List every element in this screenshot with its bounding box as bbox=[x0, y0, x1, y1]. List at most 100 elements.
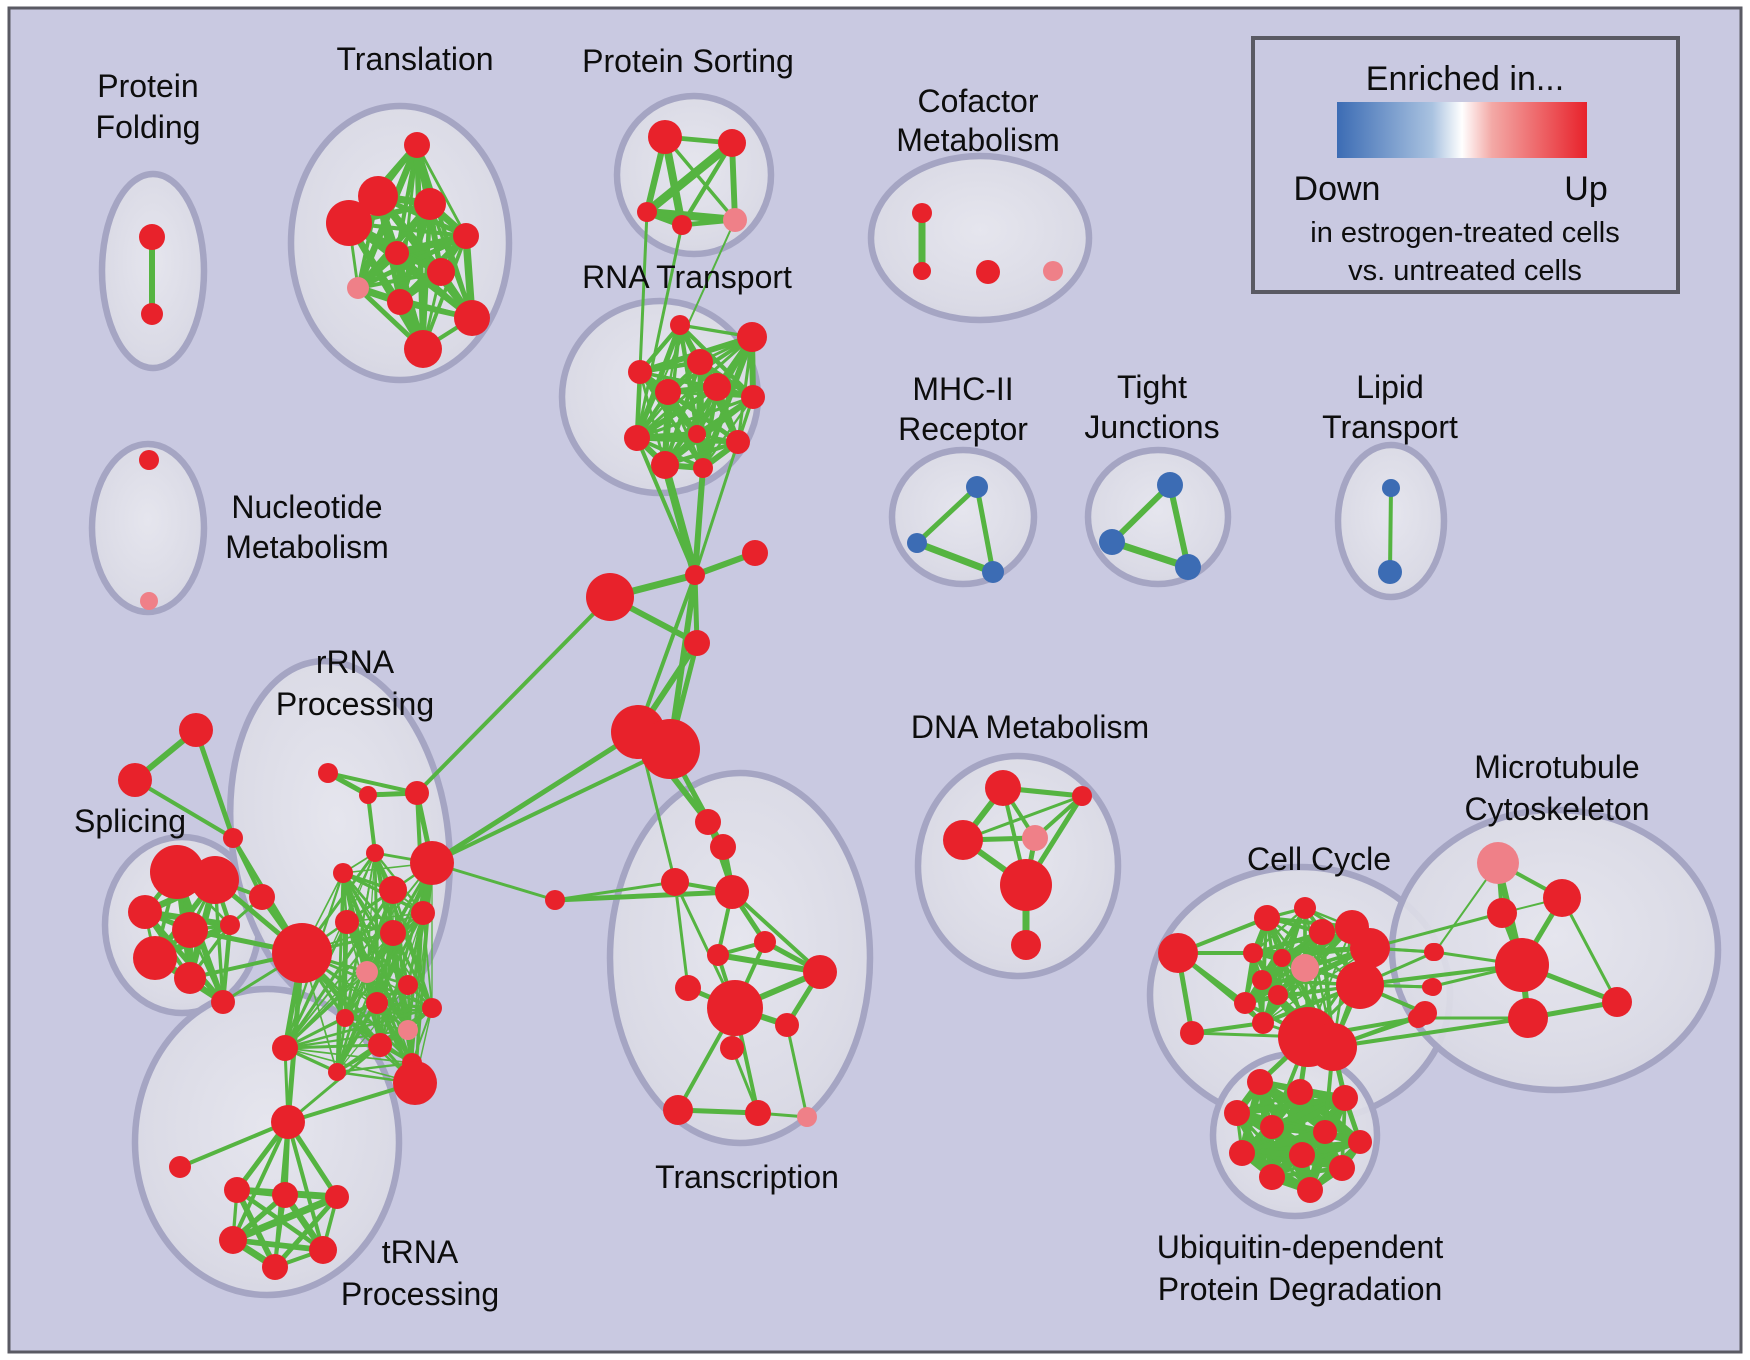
gene-set-node-translation bbox=[453, 223, 479, 249]
edge-rna_transport bbox=[699, 333, 756, 472]
gene-set-node-translation bbox=[404, 330, 442, 368]
gene-set-node-splicing bbox=[133, 936, 177, 980]
edge-rna_transport bbox=[634, 435, 741, 445]
gene-set-node-rna_transport bbox=[670, 315, 690, 335]
edge-rrna_processing bbox=[366, 793, 377, 855]
edge-rna_transport bbox=[701, 395, 755, 470]
cluster-label-splicing: Splicing bbox=[74, 803, 186, 839]
gene-set-node-transcription bbox=[675, 975, 701, 1001]
gene-set-node-mhc_ii_receptor bbox=[907, 533, 927, 553]
gene-set-node-dna_metabolism bbox=[1022, 825, 1048, 851]
gene-set-node-dna_metabolism bbox=[1011, 930, 1041, 960]
edge-protein_sorting-rna_transport bbox=[635, 223, 684, 440]
edge-connector_hub-transcription bbox=[552, 889, 735, 903]
gene-set-node-cell_cycle bbox=[1234, 992, 1256, 1014]
gene-set-node-rrna_processing bbox=[359, 786, 377, 804]
cluster-label-lipid_transport: Transport bbox=[1322, 409, 1458, 445]
legend-down-label: Down bbox=[1294, 170, 1381, 208]
gene-set-node-cell_cycle bbox=[1309, 1023, 1357, 1071]
gene-set-node-connector_hub bbox=[545, 890, 565, 910]
edge-rrna_processing bbox=[284, 862, 433, 1049]
gene-set-node-rna_transport bbox=[741, 385, 765, 409]
gene-set-node-rna_transport bbox=[726, 430, 750, 454]
cluster-label-microtubule_cytoskeleton: Cytoskeleton bbox=[1465, 791, 1650, 827]
edge-rrna_processing bbox=[284, 1047, 416, 1084]
edge-rrna_processing bbox=[283, 970, 369, 1050]
gene-set-node-ubiquitin_degradation bbox=[1332, 1085, 1358, 1111]
gene-set-node-transcription bbox=[661, 868, 689, 896]
edge-rna_transport-connector_hub bbox=[693, 440, 740, 577]
edge-cell_cycle bbox=[1262, 947, 1371, 1024]
edge-rrna_processing bbox=[344, 1017, 409, 1031]
cluster-label-tight_junctions: Tight bbox=[1117, 369, 1187, 405]
gene-set-node-protein_sorting bbox=[723, 208, 747, 232]
gene-set-node-dna_metabolism bbox=[1072, 786, 1092, 806]
gene-set-node-nucleotide_metabolism bbox=[140, 592, 158, 610]
gene-set-node-splicing bbox=[174, 962, 206, 994]
edge-cell_cycle-microtubule_cytoskeleton bbox=[1331, 1016, 1530, 1049]
gene-set-node-ubiquitin_degradation bbox=[1313, 1120, 1337, 1144]
edge-tight_junctions bbox=[1108, 538, 1192, 571]
gene-set-node-translation bbox=[358, 176, 398, 216]
edge-translation bbox=[415, 143, 468, 238]
cluster-label-protein_folding: Folding bbox=[96, 109, 201, 145]
edge-rrna_processing bbox=[133, 778, 235, 840]
gene-set-node-transcription bbox=[663, 1095, 693, 1125]
cluster-label-dna_metabolism: DNA Metabolism bbox=[911, 709, 1149, 745]
gene-set-node-ubiquitin_degradation bbox=[1260, 1115, 1284, 1139]
gene-set-node-trna_processing bbox=[271, 1105, 305, 1139]
edge-trna_processing bbox=[272, 1194, 340, 1270]
gene-set-node-tight_junctions bbox=[1175, 554, 1201, 580]
legend-up-label: Up bbox=[1564, 170, 1607, 208]
gene-set-node-rrna_processing bbox=[366, 844, 384, 862]
edge-rrna_processing bbox=[283, 1028, 410, 1050]
gene-set-node-ubiquitin_degradation bbox=[1289, 1142, 1315, 1168]
legend-caption-line2: vs. untreated cells bbox=[1348, 255, 1582, 287]
gene-set-node-rna_transport bbox=[688, 425, 706, 443]
gene-set-node-protein_sorting bbox=[672, 215, 692, 235]
gene-set-node-mhc_ii_receptor bbox=[966, 476, 988, 498]
edge-rrna_processing bbox=[343, 888, 395, 1020]
edge-rna_transport bbox=[663, 385, 719, 467]
edge-transcription bbox=[730, 890, 822, 974]
gene-set-node-microtubule_cytoskeleton bbox=[1408, 1008, 1428, 1028]
gene-set-node-translation bbox=[414, 188, 446, 220]
edge-connector_hub-rrna_processing bbox=[430, 747, 672, 865]
gene-set-node-rrna_processing bbox=[118, 763, 152, 797]
gene-set-node-rrna_processing bbox=[356, 961, 378, 983]
gene-set-node-splicing bbox=[211, 990, 235, 1014]
gene-set-node-rrna_processing bbox=[379, 876, 407, 904]
edge-translation bbox=[428, 202, 474, 320]
gene-set-node-transcription bbox=[710, 834, 736, 860]
gene-set-node-cell_cycle bbox=[1243, 943, 1263, 963]
edge-rrna_processing bbox=[283, 1043, 382, 1050]
edge-trna_processing bbox=[229, 1193, 341, 1244]
gene-set-node-rrna_processing bbox=[422, 998, 442, 1018]
cluster-label-translation: Translation bbox=[336, 41, 493, 77]
gene-set-node-cell_cycle bbox=[1158, 933, 1198, 973]
gene-set-node-translation bbox=[427, 258, 455, 286]
legend: Enriched in... Down Up in estrogen-treat… bbox=[1251, 36, 1680, 294]
gene-set-node-mhc_ii_receptor bbox=[982, 561, 1004, 583]
gene-set-node-tight_junctions bbox=[1099, 529, 1125, 555]
edge-connector_hub-rrna_processing bbox=[429, 729, 641, 866]
gene-set-node-rna_transport bbox=[693, 458, 713, 478]
edge-lipid_transport bbox=[1388, 486, 1393, 574]
gene-set-node-translation bbox=[385, 241, 409, 265]
gene-set-node-transcription bbox=[803, 955, 837, 989]
edge-tight_junctions bbox=[1167, 482, 1191, 570]
edge-rrna_processing bbox=[335, 931, 395, 1074]
gene-set-node-microtubule_cytoskeleton bbox=[1422, 979, 1438, 995]
gene-set-node-rrna_processing bbox=[328, 1063, 346, 1081]
edge-splicing bbox=[142, 909, 226, 1005]
gene-set-node-protein_sorting bbox=[648, 120, 682, 154]
edge-mhc_ii_receptor bbox=[974, 484, 996, 575]
gene-set-node-rrna_processing bbox=[366, 992, 388, 1014]
gene-set-node-connector_hub bbox=[742, 540, 768, 566]
gene-set-node-cell_cycle bbox=[1273, 949, 1291, 967]
gene-set-node-rrna_processing bbox=[333, 863, 353, 883]
gene-set-node-cofactor_metabolism bbox=[976, 260, 1000, 284]
gene-set-node-cofactor_metabolism bbox=[912, 203, 932, 223]
